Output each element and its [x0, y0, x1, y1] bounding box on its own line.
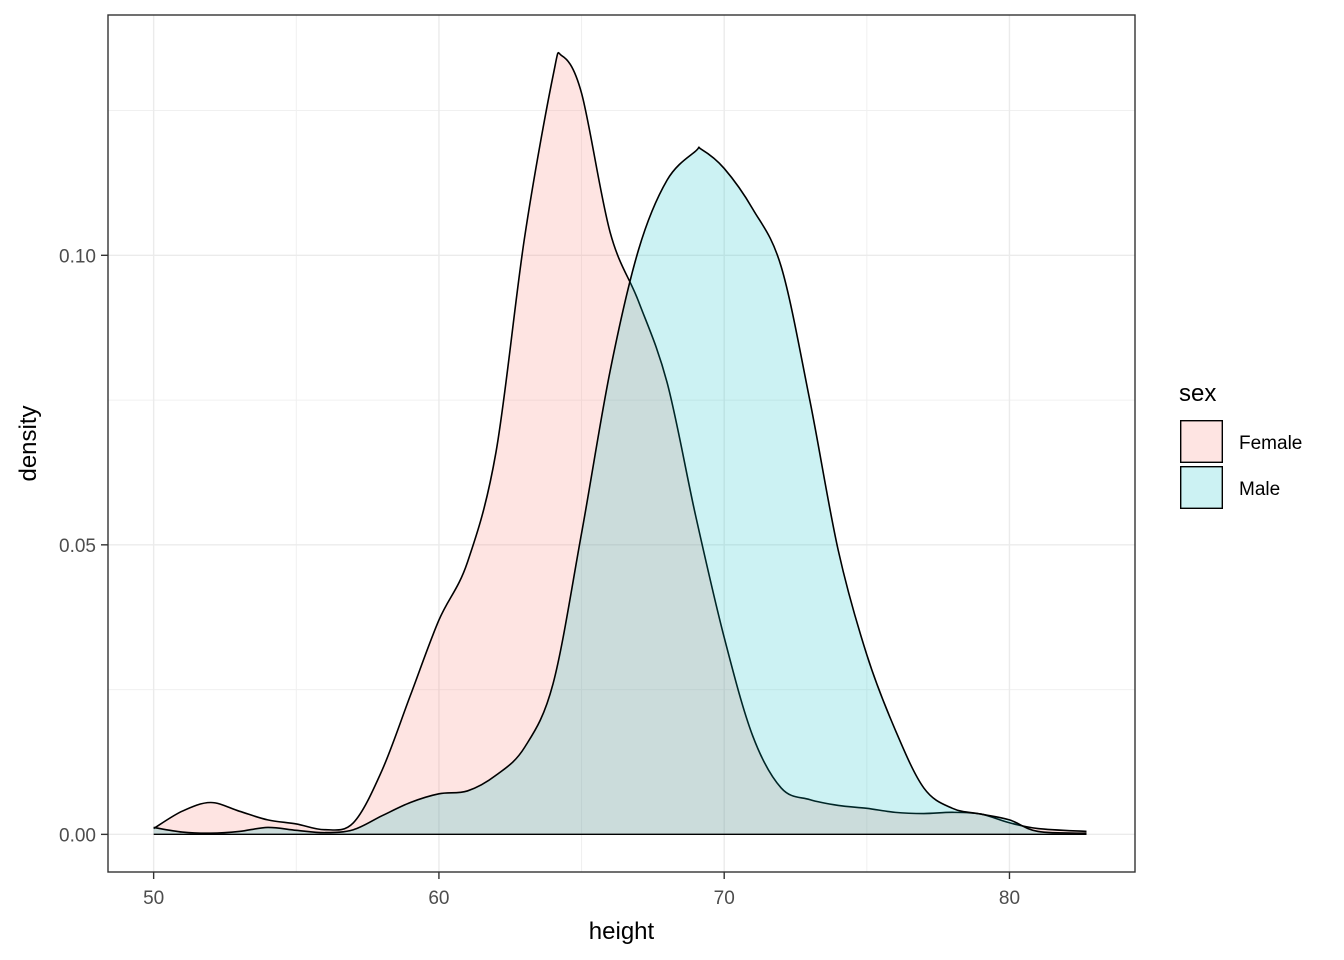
- density-line-female: [153, 51, 1087, 833]
- x-tick-label: 50: [143, 888, 164, 909]
- density-line-male: [153, 146, 1087, 835]
- panel-border: [107, 14, 1136, 873]
- density-area-female: [153, 52, 1087, 835]
- y-tick-label: 0.10: [59, 246, 96, 267]
- y-axis-title: density: [15, 405, 42, 481]
- legend-key-bg: [1180, 420, 1223, 463]
- y-tick-label: 0.00: [59, 825, 96, 846]
- y-axis-ticks: 0.00 0.05 0.10: [59, 246, 108, 846]
- minor-grid: [108, 15, 1135, 872]
- legend-label-male: Male: [1239, 479, 1280, 500]
- x-axis-ticks: 50 60 70 80: [143, 872, 1020, 909]
- density-area-male: [153, 147, 1087, 835]
- legend-key-bg: [1180, 466, 1223, 509]
- legend-key-male: [1179, 466, 1223, 510]
- x-tick-label: 70: [714, 888, 735, 909]
- x-tick-label: 60: [428, 888, 449, 909]
- legend: sex Female Male: [1179, 380, 1302, 510]
- legend-key-female: [1179, 420, 1223, 464]
- y-tick-label: 0.05: [59, 536, 96, 557]
- density-areas: [153, 51, 1087, 836]
- legend-title: sex: [1179, 380, 1216, 407]
- legend-label-female: Female: [1239, 433, 1302, 454]
- x-tick-label: 80: [999, 888, 1020, 909]
- x-axis-title: height: [589, 918, 655, 945]
